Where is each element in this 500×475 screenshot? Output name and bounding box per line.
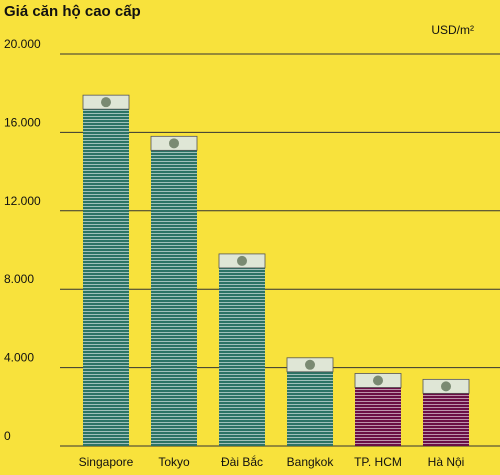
y-tick-label: 4.000 xyxy=(4,351,34,365)
x-tick-label: Bangkok xyxy=(287,455,335,469)
y-tick-label: 12.000 xyxy=(4,194,41,208)
y-tick-label: 0 xyxy=(4,429,11,443)
bar xyxy=(83,95,129,446)
bill-portrait xyxy=(373,375,383,386)
bill-portrait xyxy=(101,97,111,108)
x-tick-label: Hà Nội xyxy=(428,455,465,469)
chart-title: Giá căn hộ cao cấp xyxy=(4,3,141,20)
y-tick-label: 8.000 xyxy=(4,272,34,286)
x-tick-label: Tokyo xyxy=(158,455,190,469)
bill-portrait xyxy=(441,381,451,392)
bill-portrait xyxy=(237,255,247,266)
x-tick-label: Singapore xyxy=(79,455,134,469)
unit-label: USD/m² xyxy=(431,23,474,37)
bill-portrait xyxy=(305,359,315,370)
bar xyxy=(287,357,333,446)
bar xyxy=(151,136,197,446)
y-tick-label: 20.000 xyxy=(4,37,41,51)
y-tick-label: 16.000 xyxy=(4,115,41,129)
bill-portrait xyxy=(169,138,179,149)
x-tick-label: Đài Bắc xyxy=(221,454,263,469)
bar xyxy=(219,253,265,446)
x-tick-label: TP. HCM xyxy=(354,455,402,469)
